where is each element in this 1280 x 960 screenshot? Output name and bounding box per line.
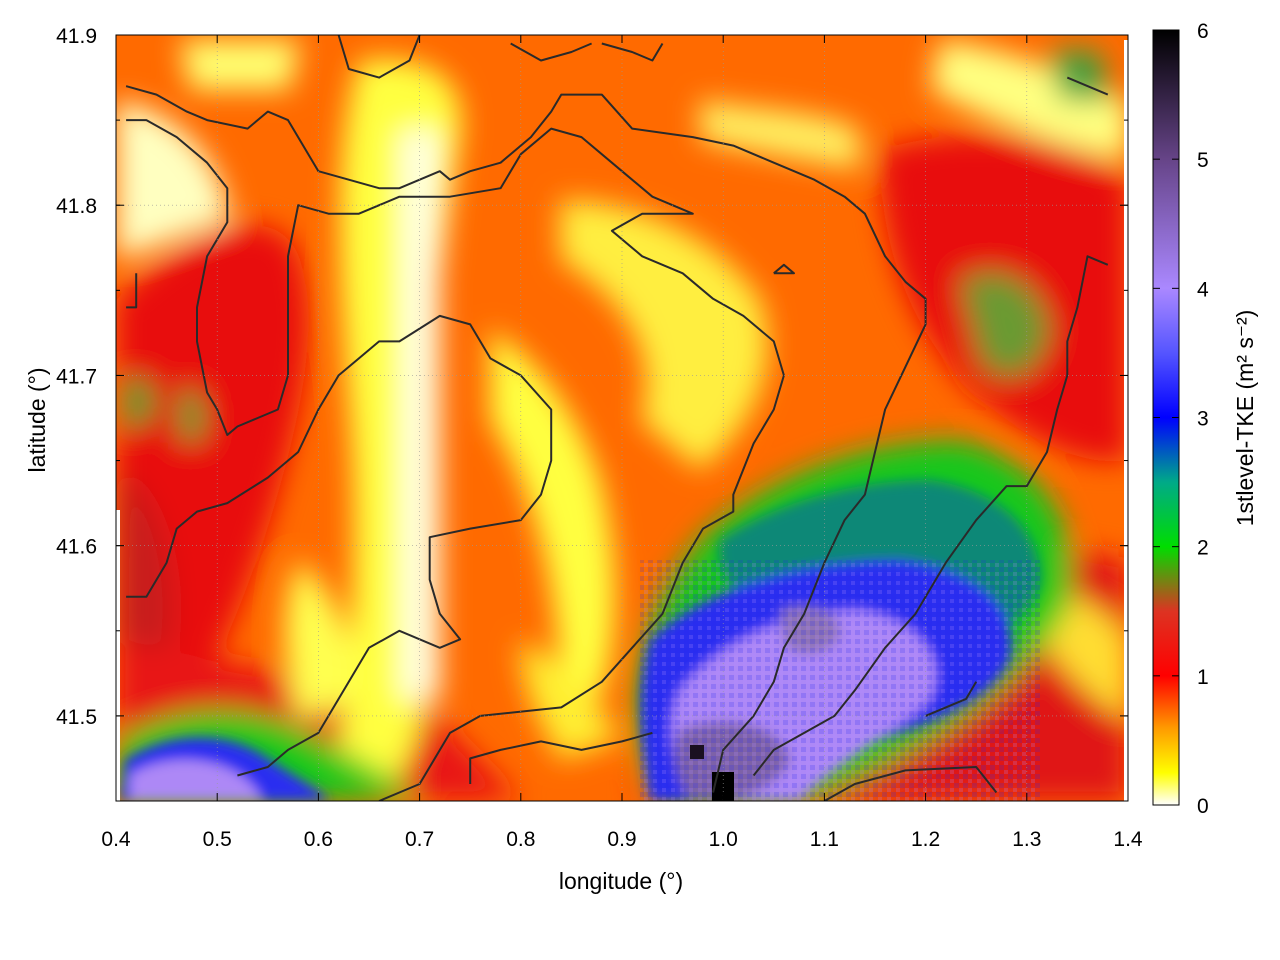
contour-line (823, 766, 998, 801)
contour-line (126, 314, 553, 777)
contour-line (752, 255, 1109, 777)
y-tick-label: 41.6 (56, 536, 97, 559)
contour-line (925, 681, 978, 717)
x-tick-label: 0.6 (304, 828, 333, 851)
colorbar-label: 1stlevel-TKE (m² s⁻²) (1232, 310, 1258, 527)
x-axis: 0.4 0.5 0.6 0.7 0.8 0.9 1.0 1.1 1.2 1.3 1.4 (101, 35, 1143, 851)
x-tick-label: 1.0 (709, 828, 738, 851)
x-tick-label: 1.3 (1012, 828, 1041, 851)
y-axis: 41.5 41.6 41.7 41.8 41.9 (56, 25, 1128, 802)
grid (116, 35, 1128, 801)
colorbar-tick-label: 1 (1197, 666, 1209, 689)
y-axis-label: latitude (°) (24, 367, 50, 472)
x-tick-label: 1.2 (911, 828, 940, 851)
blank-strip-right (1124, 40, 1128, 801)
x-tick-label: 0.9 (607, 828, 636, 851)
field-speckle (640, 560, 1040, 801)
x-tick-label: 1.4 (1113, 828, 1143, 851)
contour-line (773, 263, 795, 275)
x-tick-label: 0.4 (101, 828, 131, 851)
colorbar-ticks: 0 1 2 3 4 5 6 (1153, 20, 1209, 818)
colorbar-tick-label: 5 (1197, 149, 1209, 172)
contour-line (601, 42, 664, 62)
contour-line (337, 35, 421, 79)
x-tick-label: 0.5 (203, 828, 232, 851)
colorbar-tick-label: 4 (1197, 278, 1209, 301)
blank-strip-left (116, 510, 120, 801)
contour-line (510, 42, 592, 62)
y-tick-label: 41.7 (56, 365, 97, 388)
x-axis-label: longitude (°) (559, 868, 683, 894)
x-tick-label: 0.8 (506, 828, 535, 851)
colorbar-tick-label: 0 (1197, 795, 1209, 818)
x-tick-label: 0.7 (405, 828, 434, 851)
colorbar-tick-label: 3 (1197, 408, 1209, 431)
colorbar-tick-label: 6 (1197, 20, 1209, 43)
peak-cell (712, 772, 734, 801)
colorbar-tick-label: 2 (1197, 537, 1209, 560)
y-tick-label: 41.9 (56, 25, 97, 48)
contour-line (1066, 76, 1109, 96)
y-tick-label: 41.5 (56, 706, 97, 729)
contour-line (125, 85, 927, 793)
heatmap-field (116, 35, 1128, 801)
y-tick-label: 41.8 (56, 195, 97, 218)
contour-line (126, 273, 138, 309)
x-tick-label: 1.1 (810, 828, 839, 851)
contour-line (469, 731, 653, 784)
peak-cell-2 (690, 745, 704, 759)
